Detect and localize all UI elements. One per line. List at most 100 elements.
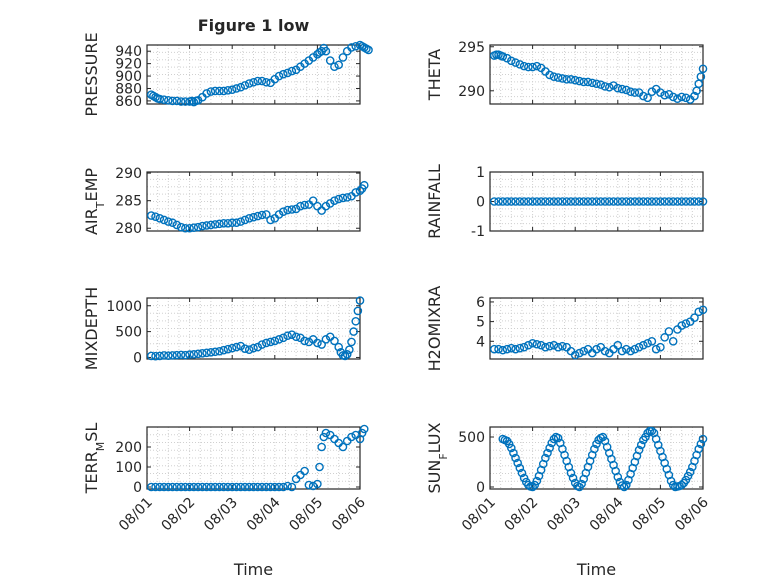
data-point xyxy=(549,72,559,82)
data-point xyxy=(517,468,527,478)
data-point xyxy=(193,222,203,232)
data-point xyxy=(575,76,584,86)
data-point xyxy=(519,61,529,71)
data-point xyxy=(330,62,339,72)
data-point xyxy=(159,215,169,225)
axes-h2omixra xyxy=(489,297,704,360)
data-point xyxy=(558,197,567,206)
ytick-label: 500 xyxy=(115,325,142,341)
data-point xyxy=(568,473,578,483)
data-point xyxy=(498,345,508,355)
ylabel-rainfall: RAINFALL xyxy=(425,164,444,239)
data-point xyxy=(159,351,169,360)
data-point xyxy=(300,466,309,476)
data-point xyxy=(519,197,529,206)
data-point xyxy=(342,193,352,202)
data-point xyxy=(168,218,177,228)
data-point xyxy=(287,482,297,492)
data-point xyxy=(528,338,537,348)
data-point xyxy=(181,350,190,360)
data-point xyxy=(279,482,288,492)
data-point xyxy=(498,197,508,206)
data-point xyxy=(660,197,669,206)
panel-h2omixra: H2OMIXRA 4 5 6 xyxy=(425,286,708,372)
data-point xyxy=(694,307,704,317)
data-point xyxy=(634,445,644,455)
data-point xyxy=(511,197,520,206)
data-point xyxy=(643,197,652,206)
data-point xyxy=(543,448,552,458)
data-point xyxy=(494,344,503,354)
ylabel-sun-flux: SUNFLUX xyxy=(425,422,450,493)
data-point xyxy=(694,444,704,454)
data-point xyxy=(626,197,635,206)
data-point xyxy=(240,344,250,353)
data-point xyxy=(536,197,546,206)
data-point xyxy=(613,83,623,93)
ytick-label: 940 xyxy=(115,44,142,60)
data-point xyxy=(622,480,631,490)
data-point xyxy=(677,197,687,206)
ytick-label: 0 xyxy=(476,195,485,211)
data-point xyxy=(210,220,220,229)
data-point xyxy=(579,77,589,87)
data-point xyxy=(502,197,512,206)
data-point xyxy=(355,186,365,196)
data-point xyxy=(696,72,706,82)
data-point xyxy=(261,77,271,87)
data-point xyxy=(502,344,512,354)
data-point xyxy=(279,69,288,79)
data-point xyxy=(668,197,678,206)
data-point xyxy=(553,433,563,443)
data-point xyxy=(274,482,284,492)
data-point xyxy=(283,481,292,491)
data-point xyxy=(351,316,361,326)
data-point xyxy=(639,91,648,101)
data-point xyxy=(219,86,228,96)
data-point xyxy=(215,346,224,356)
data-point xyxy=(668,336,678,346)
ytick-label: 900 xyxy=(115,69,142,85)
data-point xyxy=(656,342,665,352)
series-pressure xyxy=(146,40,373,107)
data-point xyxy=(528,62,537,72)
data-point xyxy=(189,350,199,359)
data-point xyxy=(536,340,546,350)
data-point xyxy=(613,197,623,206)
data-point xyxy=(313,201,322,211)
data-point xyxy=(168,351,177,360)
data-point xyxy=(577,479,586,489)
data-point xyxy=(155,94,165,104)
data-point xyxy=(532,61,542,71)
data-point xyxy=(617,346,627,356)
data-point xyxy=(253,211,263,221)
data-point xyxy=(570,75,580,85)
data-point xyxy=(545,70,554,80)
data-point xyxy=(181,97,190,106)
data-point xyxy=(636,440,646,450)
data-point xyxy=(266,337,275,347)
data-point xyxy=(283,331,292,341)
data-point xyxy=(308,481,318,491)
ylabel-h2omixra: H2OMIXRA xyxy=(425,286,444,372)
data-point xyxy=(668,92,678,102)
data-point xyxy=(656,197,665,206)
ytick-label: 285 xyxy=(115,194,142,210)
data-point xyxy=(151,212,160,221)
data-point xyxy=(647,426,657,436)
data-point xyxy=(592,197,601,206)
data-point xyxy=(622,344,631,354)
data-point xyxy=(159,95,169,104)
data-point xyxy=(279,333,288,343)
data-point xyxy=(677,480,687,490)
data-point xyxy=(364,45,373,55)
data-point xyxy=(325,199,335,208)
data-point xyxy=(541,342,550,352)
data-point xyxy=(639,340,648,350)
data-point xyxy=(524,480,533,490)
data-point xyxy=(172,220,182,230)
data-point xyxy=(579,197,589,206)
data-point xyxy=(257,210,267,220)
data-point xyxy=(630,197,640,206)
